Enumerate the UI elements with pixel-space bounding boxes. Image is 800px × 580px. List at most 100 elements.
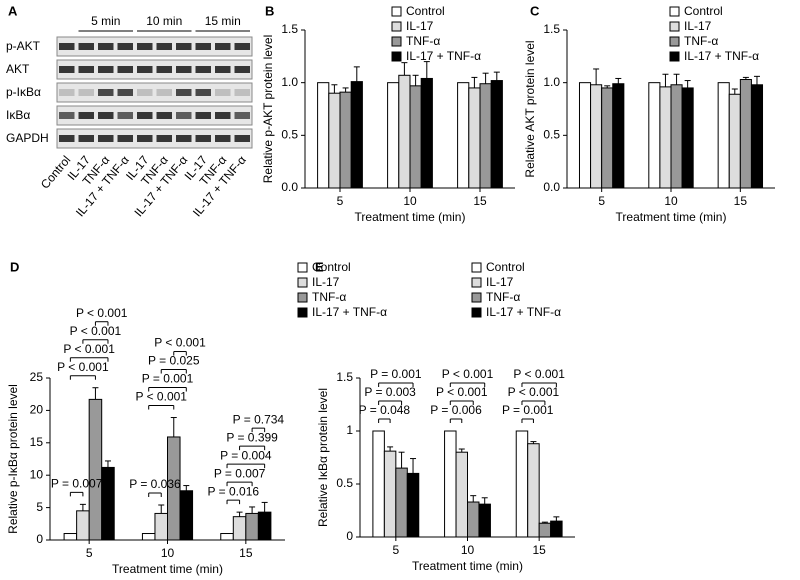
time-label: 5 min <box>91 14 120 28</box>
bar <box>406 472 420 538</box>
bar <box>457 82 470 189</box>
blot-band <box>98 135 114 142</box>
y-axis-label: Relative AKT protein level <box>523 40 537 177</box>
bar <box>550 520 563 538</box>
blot-band <box>195 43 211 50</box>
legend-swatch <box>297 307 308 318</box>
bar <box>88 398 103 541</box>
blot-band <box>59 112 75 119</box>
y-axis-label: Relative p-AKT protein level <box>261 35 275 184</box>
p-value: P = 0.399 <box>226 430 278 444</box>
blot-band <box>215 135 231 142</box>
bar <box>728 93 741 189</box>
x-tick-label: 10 <box>664 194 678 208</box>
blot-band <box>98 112 114 119</box>
p-value: P < 0.001 <box>57 360 109 374</box>
y-tick-label: 1 <box>346 423 353 437</box>
panel-label: E <box>315 259 324 274</box>
bar <box>372 430 385 538</box>
legend-label: IL-17 <box>486 275 514 289</box>
row-label: p-IκBα <box>6 85 41 99</box>
legend-label: IL-17 + TNF-α <box>684 49 759 63</box>
y-tick-label: 0.5 <box>543 128 560 142</box>
bar <box>578 82 592 189</box>
bar <box>350 81 363 189</box>
x-tick-label: 10 <box>403 194 417 208</box>
p-value: P < 0.001 <box>154 336 206 350</box>
legend-label: TNF-α <box>684 34 718 48</box>
blot-band <box>137 135 153 142</box>
bar <box>455 451 468 538</box>
legend-swatch <box>391 6 402 17</box>
y-tick-label: 0.5 <box>281 128 298 142</box>
p-value: P = 0.025 <box>148 354 200 368</box>
blot-band <box>176 112 192 119</box>
bar <box>659 86 672 189</box>
legend-label: Control <box>486 260 525 274</box>
blot-band <box>215 89 231 96</box>
blot-band <box>98 43 114 50</box>
x-axis-label: Treatment time (min) <box>355 210 466 224</box>
p-value: P = 0.007 <box>51 477 103 491</box>
blot-band <box>156 66 172 73</box>
p-value: P < 0.001 <box>513 367 565 381</box>
p-value: P < 0.001 <box>135 390 187 404</box>
bar <box>398 74 411 189</box>
blot-band <box>156 112 172 119</box>
p-value: P = 0.003 <box>364 385 416 399</box>
y-tick-label: 1.0 <box>281 75 298 89</box>
y-tick-label: 1.0 <box>543 75 560 89</box>
y-tick-label: 15 <box>30 435 44 449</box>
legend-label: IL-17 <box>406 19 434 33</box>
legend-label: TNF-α <box>406 34 440 48</box>
p-value: P = 0.048 <box>359 403 411 417</box>
p-value: P = 0.006 <box>430 403 482 417</box>
bar <box>154 512 168 541</box>
bar <box>245 512 259 541</box>
bar <box>101 466 115 541</box>
legend-label: Control <box>312 260 351 274</box>
blot-band <box>195 66 211 73</box>
bar <box>648 82 661 189</box>
blot-band <box>176 66 192 73</box>
x-tick-label: 10 <box>161 546 175 560</box>
y-tick-label: 1.5 <box>543 22 560 36</box>
time-label: 10 min <box>146 14 182 28</box>
blot-strip <box>56 36 253 57</box>
bar <box>420 77 433 189</box>
blot-strip <box>56 128 253 149</box>
x-tick-label: 15 <box>532 543 546 557</box>
y-tick-label: 10 <box>30 467 44 481</box>
blot-band <box>117 112 133 119</box>
bar <box>681 87 694 189</box>
legend-label: TNF-α <box>312 290 346 304</box>
blot-band <box>176 89 192 96</box>
legend-label: IL-17 <box>684 19 712 33</box>
x-tick-label: 5 <box>337 194 344 208</box>
x-axis-label: Treatment time (min) <box>112 562 223 576</box>
bar <box>468 87 481 189</box>
bar <box>739 79 752 189</box>
x-tick-label: 15 <box>734 194 748 208</box>
x-axis-label: Treatment time (min) <box>412 559 523 573</box>
blot-band <box>234 66 250 73</box>
p-value: P = 0.001 <box>370 367 422 381</box>
y-tick-label: 5 <box>36 500 43 514</box>
panel-label: C <box>530 3 540 18</box>
y-tick-label: 1.5 <box>281 22 298 36</box>
bar <box>179 490 194 541</box>
row-label: IκBα <box>6 108 30 122</box>
legend-swatch <box>391 36 402 47</box>
bar <box>328 92 341 189</box>
blot-band <box>234 112 250 119</box>
blot-band <box>215 66 231 73</box>
bar <box>387 82 400 189</box>
blot-band <box>137 43 153 50</box>
bar <box>717 82 730 189</box>
blot-band <box>195 135 211 142</box>
blot-band <box>234 135 250 142</box>
blot-band <box>59 89 75 96</box>
legend-swatch <box>471 292 482 303</box>
y-axis-label: Relative p-IκBα protein level <box>6 384 20 534</box>
